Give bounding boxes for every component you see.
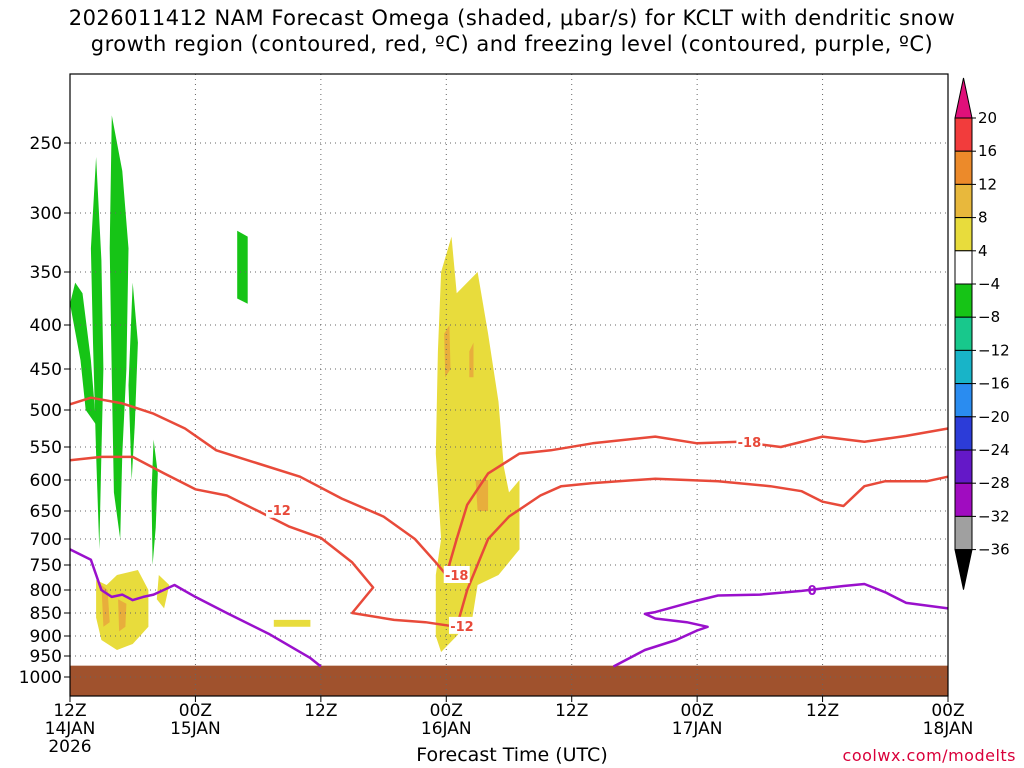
y-tick-label: 600 <box>30 471 62 491</box>
y-tick-label: 750 <box>30 556 62 576</box>
ascent-green-5 <box>151 439 158 565</box>
x-tick-label: 00Z <box>931 701 964 721</box>
x-tick-label: 14JAN <box>45 719 96 739</box>
descent-yellow-4 <box>435 236 520 652</box>
colorbar-swatch <box>954 150 973 185</box>
chart-title-line-1: 2026011412 NAM Forecast Omega (shaded, μ… <box>68 6 956 30</box>
axes: 250 300 350 400 450 500 550 600 650 700 750 800 850 9… <box>19 73 974 757</box>
colorbar-label: −4 <box>978 275 1000 293</box>
colorbar-swatch <box>954 316 973 351</box>
ascent-green-3 <box>109 115 129 540</box>
contour-label-dgz-top: -18 <box>738 436 762 451</box>
x-tick-label: 17JAN <box>672 719 723 739</box>
contour-freezing-level-2 <box>612 582 949 668</box>
y-tick-label: 650 <box>30 502 62 522</box>
colorbar-swatch <box>954 217 973 252</box>
ground <box>70 665 948 696</box>
colorbar-swatch <box>954 449 973 484</box>
y-tick-label: 700 <box>30 530 62 550</box>
y-tick-label: 1000 <box>19 668 62 688</box>
contours: -18 -12 0 -18 -12 <box>69 396 949 668</box>
colorbar-swatch <box>954 349 973 385</box>
x-tick-label: 12Z <box>806 701 839 721</box>
contour-label-dgz-bottom: -12 <box>450 620 474 635</box>
colorbar-label: −20 <box>978 408 1010 426</box>
x-tick-label: 12Z <box>304 701 337 721</box>
colorbar-swatch <box>954 117 973 152</box>
x-tick-label: 12Z <box>53 701 86 721</box>
contour-label-dgz-top: -18 <box>445 569 469 584</box>
y-tick-label: 900 <box>30 627 62 647</box>
y-tick-label: 850 <box>30 604 62 624</box>
descent-orange-5 <box>118 599 127 632</box>
contour-freezing-level <box>69 548 322 668</box>
descent-orange-1 <box>444 325 451 378</box>
ascent-green-1 <box>70 282 97 425</box>
colorbar-label: 16 <box>978 142 997 160</box>
colorbar-swatch <box>954 250 973 285</box>
ascent-green-6 <box>237 230 248 304</box>
y-tick-label: 500 <box>30 401 62 421</box>
x-tick-label: 00Z <box>681 701 714 721</box>
x-tick-label: 12Z <box>555 701 588 721</box>
descent-yellow-2 <box>156 575 170 609</box>
colorbar-swatch <box>954 283 973 318</box>
contour-dgz-bottom <box>69 455 949 629</box>
colorbar-label: 12 <box>978 175 997 193</box>
colorbar-label: −28 <box>978 474 1010 492</box>
contour-label-bg <box>443 566 470 583</box>
x-tick-label: 15JAN <box>170 719 221 739</box>
colorbar-top-arrow <box>954 77 973 119</box>
x-tick-label: 00Z <box>179 701 212 721</box>
ascent-green-2 <box>90 157 104 550</box>
colorbar-label: −12 <box>978 341 1010 359</box>
y-tick-label: 800 <box>30 581 62 601</box>
contour-dgz-top <box>69 396 949 577</box>
x-tick-label: 16JAN <box>421 719 472 739</box>
colorbar-label: 4 <box>978 242 988 260</box>
y-tick-label: 950 <box>30 647 62 667</box>
contour-label-bg <box>266 500 293 518</box>
contour-label-freezing-level: 0 <box>808 584 817 599</box>
x-tick-label: 00Z <box>430 701 463 721</box>
colorbar-label: −16 <box>978 375 1010 393</box>
chart-title-line-2: growth region (contoured, red, ºC) and f… <box>90 32 934 56</box>
ascent-green-4 <box>128 282 138 480</box>
colorbar-label: −24 <box>978 441 1010 459</box>
x-axis-title: Forecast Time (UTC) <box>416 744 608 766</box>
gridlines <box>70 74 948 696</box>
colorbar: 20 16 12 8 4 −4 −8 −12 −16 −20 −24 −28 −32 −36 <box>954 77 1010 590</box>
colorbar-label: −36 <box>978 541 1010 559</box>
y-tick-label: 400 <box>30 316 62 336</box>
y-tick-label: 550 <box>30 438 62 458</box>
plot-frame <box>69 73 949 697</box>
colorbar-label: 20 <box>978 109 997 127</box>
x-tick-label: 2026 <box>48 737 91 757</box>
colorbar-label: 8 <box>978 209 988 227</box>
contour-label-bg <box>736 432 763 450</box>
x-tick-label: 18JAN <box>923 719 974 739</box>
y-tick-label: 350 <box>30 263 62 283</box>
credit-link[interactable]: coolwx.com/modelts <box>842 746 1016 765</box>
colorbar-bottom-arrow <box>954 549 973 590</box>
colorbar-label: −8 <box>978 308 1000 326</box>
colorbar-label: −32 <box>978 507 1010 525</box>
colorbar-swatch <box>954 515 973 551</box>
descent-yellow-3 <box>273 619 311 627</box>
colorbar-swatch <box>954 482 973 517</box>
contour-label-dgz-bottom: -12 <box>267 504 291 519</box>
colorbar-swatch <box>954 383 973 418</box>
colorbar-swatch <box>954 416 973 451</box>
colorbar-swatch <box>954 183 973 219</box>
omega-shading <box>70 115 948 696</box>
contour-label-bg <box>448 616 475 634</box>
y-tick-label: 300 <box>30 204 62 224</box>
y-tick-label: 450 <box>30 360 62 380</box>
y-tick-label: 250 <box>30 134 62 154</box>
